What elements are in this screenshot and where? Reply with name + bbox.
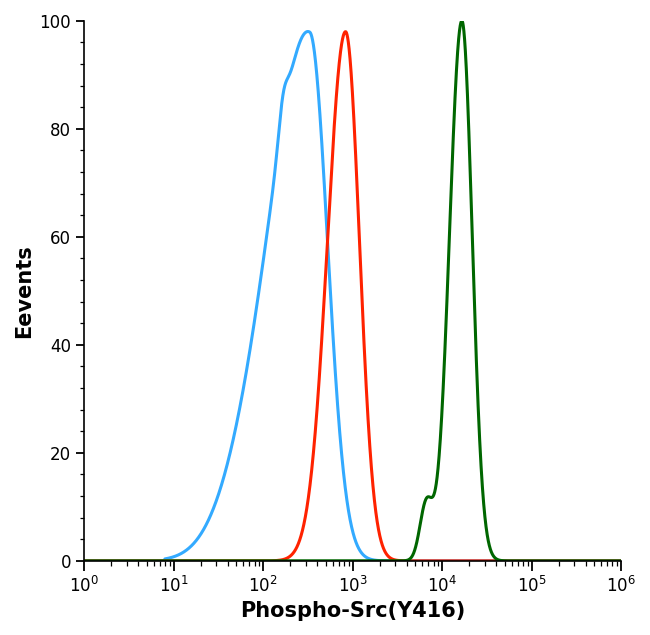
Y-axis label: Eevents: Eevents bbox=[14, 244, 34, 338]
X-axis label: Phospho-Src(Y416): Phospho-Src(Y416) bbox=[240, 601, 465, 621]
